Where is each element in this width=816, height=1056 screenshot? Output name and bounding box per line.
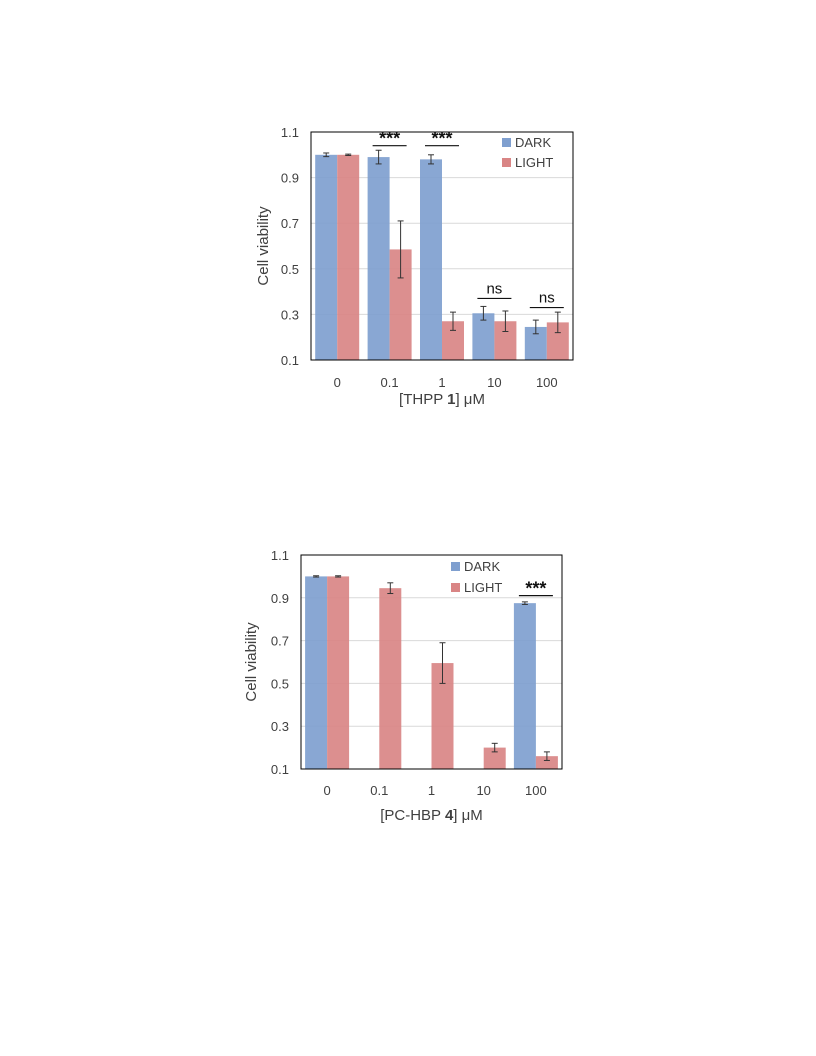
x-axis-title-compound: 4	[445, 807, 454, 824]
x-tick-label: 1	[438, 375, 445, 390]
y-tick-label: 0.3	[281, 307, 299, 322]
y-axis-title: Cell viability	[243, 622, 260, 702]
error-bar	[397, 220, 404, 279]
x-tick-label: 10	[487, 375, 501, 390]
y-tick-label: 0.9	[271, 591, 289, 606]
bar-light-100	[546, 322, 569, 360]
x-axis-title: [THPP 1] μM	[399, 391, 485, 408]
x-axis-title: [PC-HBP 4] μM	[380, 807, 483, 824]
error-bar	[554, 311, 561, 334]
y-tick-label: 1.1	[271, 548, 289, 563]
legend-label-dark: DARK	[464, 559, 500, 574]
error-bar	[387, 582, 394, 595]
x-tick-label: 1	[428, 783, 435, 798]
x-tick-label: 100	[536, 375, 558, 390]
x-axis-title-compound: 1	[447, 391, 455, 408]
bar-light-0	[337, 154, 360, 360]
bar-dark-10	[472, 313, 495, 360]
error-bar	[532, 319, 539, 335]
error-bar	[335, 575, 342, 578]
x-tick-label: 10	[476, 783, 490, 798]
bar-light-0.1	[379, 588, 402, 769]
chart-1: 0.1 0.3 0.5 0.7 0.9 1.1 0 0.1 1 10 100 Cell viabili…	[255, 125, 574, 408]
x-tick-label: 0.1	[381, 375, 399, 390]
y-tick-label: 0.9	[281, 171, 299, 186]
error-bar	[439, 642, 446, 684]
x-tick-label: 0.1	[370, 783, 388, 798]
error-bar	[313, 575, 320, 578]
error-bar	[480, 305, 487, 321]
bar-dark-100	[524, 326, 547, 360]
x-axis-title-suffix: ] μM	[455, 391, 484, 408]
x-tick-label: 0	[323, 783, 330, 798]
bar-light-100	[535, 756, 558, 769]
bar-dark-0	[305, 576, 328, 769]
plot-frame	[310, 131, 574, 361]
bar-dark-1	[420, 159, 442, 360]
error-bar	[521, 601, 528, 605]
y-axis-title: Cell viability	[255, 206, 272, 286]
significance-label: ***	[431, 129, 452, 149]
legend: DARK LIGHT	[451, 559, 502, 595]
y-tick-label: 0.1	[271, 762, 289, 777]
significance-label: ns	[539, 290, 555, 307]
legend-swatch-light	[502, 158, 511, 167]
bar-dark-100	[513, 603, 536, 769]
bar-light-1	[431, 663, 454, 769]
legend-label-light: LIGHT	[515, 155, 553, 170]
x-tick-label: 100	[525, 783, 547, 798]
y-tick-label: 0.5	[281, 262, 299, 277]
bar-light-1	[442, 321, 464, 360]
y-tick-label: 1.1	[281, 125, 299, 140]
legend-swatch-dark	[451, 562, 460, 571]
error-bar	[323, 152, 330, 158]
bar-light-10	[494, 321, 517, 360]
bar-light-0.1	[389, 249, 412, 360]
plot-frame	[300, 554, 563, 770]
error-bar	[375, 149, 382, 165]
x-axis-title-suffix: ] μM	[453, 807, 482, 824]
chart-2: 0.1 0.3 0.5 0.7 0.9 1.1 0 0.1 1 10 100 Cell viabili…	[243, 548, 563, 824]
bar-light-0	[327, 576, 350, 769]
y-tick-label: 0.1	[281, 353, 299, 368]
legend-swatch-light	[451, 583, 460, 592]
y-tick-label: 0.7	[271, 634, 289, 649]
legend-swatch-dark	[502, 138, 511, 147]
x-tick-label: 0	[334, 375, 341, 390]
significance-label: ***	[379, 129, 400, 149]
significance-label: ***	[525, 579, 546, 599]
y-tick-label: 0.3	[271, 719, 289, 734]
error-bar	[450, 311, 456, 331]
legend-label-dark: DARK	[515, 135, 551, 150]
x-axis-title-prefix: [PC-HBP	[380, 807, 445, 824]
bar-dark-0	[315, 154, 338, 360]
error-bar	[502, 310, 509, 332]
bar-dark-0.1	[367, 157, 390, 360]
error-bar	[491, 742, 498, 753]
legend: DARK LIGHT	[502, 135, 553, 170]
error-bar	[345, 153, 352, 156]
significance-label: ns	[486, 280, 502, 297]
bar-light-10	[483, 747, 506, 769]
y-tick-label: 0.5	[271, 676, 289, 691]
error-bar	[543, 751, 550, 761]
error-bar	[428, 154, 434, 165]
legend-label-light: LIGHT	[464, 580, 502, 595]
x-axis-title-prefix: [THPP	[399, 391, 447, 408]
y-tick-label: 0.7	[281, 216, 299, 231]
